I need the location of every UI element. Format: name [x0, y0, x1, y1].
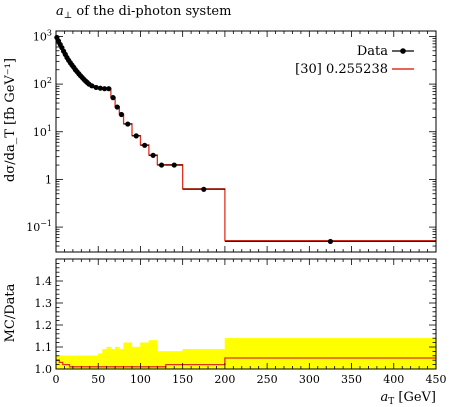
ratio-band-segment: [110, 349, 116, 370]
ratio-band-segment: [131, 346, 141, 370]
ratio-band-segment: [102, 349, 107, 370]
ratio-y-tick-label: 1.4: [35, 275, 53, 288]
data-point: [114, 104, 120, 110]
x-tick-label: 450: [426, 373, 447, 386]
data-point: [171, 162, 177, 168]
ratio-band-segment: [119, 349, 124, 370]
x-tick-label: 100: [130, 373, 151, 386]
ratio-band-segment: [65, 355, 68, 370]
ratio-mc-line: [56, 357, 436, 368]
x-tick-label: 350: [341, 373, 362, 386]
ratio-band-segment: [106, 346, 112, 370]
ratio-plot-frame: [55, 258, 437, 370]
data-point: [133, 133, 139, 139]
ratio-band-segment: [182, 349, 226, 370]
legend-label-data: Data: [357, 44, 388, 59]
data-point: [97, 85, 103, 91]
legend: Data [30] 0.255238: [295, 44, 414, 77]
data-point: [142, 142, 148, 148]
x-tick-label: 300: [299, 373, 320, 386]
data-point: [110, 95, 116, 101]
ratio-y-axis-label: MC/Data: [3, 283, 18, 342]
main-plot: 103 102 101 1 10−1: [26, 28, 437, 253]
x-tick-label: 200: [214, 373, 235, 386]
data-point: [150, 152, 156, 158]
y-tick-label: 102: [33, 76, 52, 91]
ratio-band-segment: [123, 342, 133, 370]
data-point: [101, 86, 108, 92]
ratio-band-segment: [224, 338, 437, 370]
ratio-y-tick-label: 1.0: [35, 363, 53, 376]
data-point: [201, 186, 207, 192]
ratio-y-tick-label: 1.2: [35, 319, 53, 332]
y-tick-label: 101: [33, 124, 52, 139]
x-tick-label: 150: [172, 373, 193, 386]
ratio-plot: 0 50 100 150 200 250 300 350 400 450 1.0 1.1 1.2 1.3 1…: [35, 258, 447, 386]
chart-title: a⊥ of the di-photon system: [56, 4, 231, 21]
ratio-band-segment: [114, 346, 120, 370]
data-point: [327, 238, 334, 245]
data-point: [93, 84, 99, 91]
x-tick-label: 250: [257, 373, 278, 386]
data-point: [118, 111, 125, 118]
x-axis-label: aT [GeV]: [380, 390, 436, 407]
data-point: [125, 121, 131, 127]
ratio-band-segment: [140, 342, 150, 370]
ratio-band-segment: [148, 340, 158, 370]
x-tick-label: 50: [91, 373, 105, 386]
y-tick-label: 10−1: [26, 219, 52, 234]
data-point: [89, 83, 95, 89]
ratio-y-tick-label: 1.1: [35, 341, 53, 354]
main-plot-frame: [55, 30, 437, 253]
y-axis-label: dσ/da_T [fb GeV⁻¹]: [3, 58, 18, 182]
ratio-y-tick-label: 1.3: [35, 297, 53, 310]
data-point: [106, 86, 112, 92]
legend-marker-data: [400, 48, 406, 54]
y-tick-label: 103: [33, 28, 52, 43]
x-tick-label: 0: [53, 373, 60, 386]
y-tick-label: 1: [45, 173, 52, 186]
legend-label-mc: [30] 0.255238: [295, 62, 388, 77]
data-point: [158, 162, 165, 168]
x-tick-label: 400: [383, 373, 404, 386]
